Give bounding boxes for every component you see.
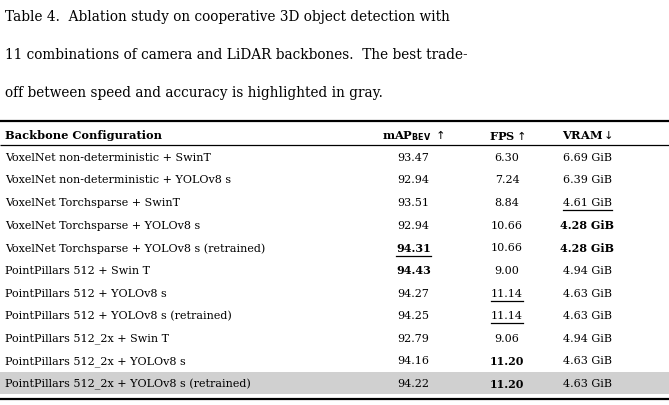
Text: Table 4.  Ablation study on cooperative 3D object detection with: Table 4. Ablation study on cooperative 3…: [5, 10, 450, 24]
Text: 4.63 GiB: 4.63 GiB: [563, 288, 612, 298]
Text: 11.14: 11.14: [491, 310, 523, 320]
Text: 94.22: 94.22: [397, 378, 429, 388]
Text: VRAM$\downarrow$: VRAM$\downarrow$: [562, 129, 613, 141]
Text: 11.14: 11.14: [491, 288, 523, 298]
Text: 4.94 GiB: 4.94 GiB: [563, 265, 612, 275]
Text: PointPillars 512 + Swin T: PointPillars 512 + Swin T: [5, 265, 151, 275]
Text: 4.28 GiB: 4.28 GiB: [561, 220, 614, 230]
Text: PointPillars 512 + YOLOv8 s: PointPillars 512 + YOLOv8 s: [5, 288, 167, 298]
Text: VoxelNet Torchsparse + SwinT: VoxelNet Torchsparse + SwinT: [5, 198, 181, 207]
Text: Backbone Configuration: Backbone Configuration: [5, 129, 163, 140]
Text: 93.51: 93.51: [397, 198, 429, 207]
Text: PointPillars 512_2x + Swin T: PointPillars 512_2x + Swin T: [5, 333, 169, 343]
Text: 11.20: 11.20: [490, 355, 524, 366]
Text: 4.63 GiB: 4.63 GiB: [563, 310, 612, 320]
Text: 11 combinations of camera and LiDAR backbones.  The best trade-: 11 combinations of camera and LiDAR back…: [5, 48, 468, 62]
Text: PointPillars 512 + YOLOv8 s (retrained): PointPillars 512 + YOLOv8 s (retrained): [5, 310, 232, 320]
Text: VoxelNet Torchsparse + YOLOv8 s (retrained): VoxelNet Torchsparse + YOLOv8 s (retrain…: [5, 243, 266, 253]
Text: 4.63 GiB: 4.63 GiB: [563, 378, 612, 388]
Text: off between speed and accuracy is highlighted in gray.: off between speed and accuracy is highli…: [5, 85, 383, 99]
Text: 8.84: 8.84: [494, 198, 520, 207]
Text: 10.66: 10.66: [491, 220, 523, 230]
Text: 4.28 GiB: 4.28 GiB: [561, 242, 614, 253]
Text: 4.94 GiB: 4.94 GiB: [563, 333, 612, 343]
Text: 92.94: 92.94: [397, 220, 429, 230]
Text: 7.24: 7.24: [495, 175, 519, 185]
Text: 4.63 GiB: 4.63 GiB: [563, 356, 612, 366]
Bar: [0, 372, 669, 394]
Text: VoxelNet non-deterministic + SwinT: VoxelNet non-deterministic + SwinT: [5, 152, 211, 162]
Text: 4.61 GiB: 4.61 GiB: [563, 198, 612, 207]
Text: 11.20: 11.20: [490, 377, 524, 389]
Text: 94.31: 94.31: [396, 242, 431, 253]
Text: PointPillars 512_2x + YOLOv8 s (retrained): PointPillars 512_2x + YOLOv8 s (retraine…: [5, 377, 251, 389]
Text: PointPillars 512_2x + YOLOv8 s: PointPillars 512_2x + YOLOv8 s: [5, 355, 186, 366]
Text: 94.43: 94.43: [396, 265, 431, 276]
Text: VoxelNet non-deterministic + YOLOv8 s: VoxelNet non-deterministic + YOLOv8 s: [5, 175, 231, 185]
Text: mAP$_{\mathbf{BEV}}$ $\uparrow$: mAP$_{\mathbf{BEV}}$ $\uparrow$: [382, 128, 445, 142]
Text: 6.69 GiB: 6.69 GiB: [563, 152, 612, 162]
Text: 92.94: 92.94: [397, 175, 429, 185]
Text: 6.39 GiB: 6.39 GiB: [563, 175, 612, 185]
Text: 92.79: 92.79: [397, 333, 429, 343]
Text: 94.16: 94.16: [397, 356, 429, 366]
Text: 6.30: 6.30: [494, 152, 520, 162]
Text: 94.25: 94.25: [397, 310, 429, 320]
Text: 93.47: 93.47: [397, 152, 429, 162]
Text: 94.27: 94.27: [397, 288, 429, 298]
Text: 9.00: 9.00: [494, 265, 520, 275]
Text: 9.06: 9.06: [494, 333, 520, 343]
Text: VoxelNet Torchsparse + YOLOv8 s: VoxelNet Torchsparse + YOLOv8 s: [5, 220, 201, 230]
Text: FPS$\uparrow$: FPS$\uparrow$: [489, 128, 525, 141]
Text: 10.66: 10.66: [491, 243, 523, 253]
